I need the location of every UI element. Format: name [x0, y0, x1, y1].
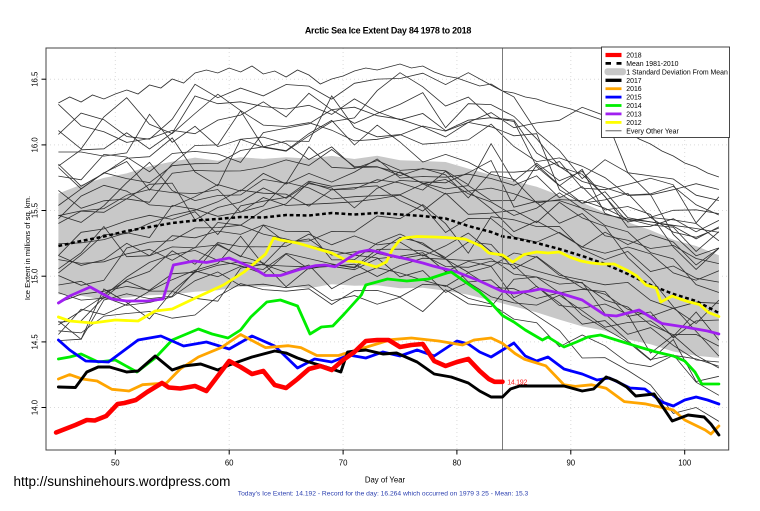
svg-text:Every Other Year: Every Other Year: [626, 128, 679, 135]
svg-text:15.5: 15.5: [31, 202, 40, 218]
svg-text:http://sunshinehours.wordpress: http://sunshinehours.wordpress.com: [14, 474, 231, 489]
svg-text:100: 100: [678, 459, 692, 468]
svg-text:15.0: 15.0: [31, 268, 40, 284]
svg-text:60: 60: [225, 459, 234, 468]
svg-text:2015: 2015: [626, 95, 641, 102]
svg-text:50: 50: [111, 459, 120, 468]
svg-text:Day of Year: Day of Year: [365, 476, 406, 485]
svg-text:2016: 2016: [626, 86, 641, 93]
svg-text:14.192: 14.192: [507, 379, 527, 387]
svg-text:16.5: 16.5: [31, 71, 40, 87]
svg-text:2013: 2013: [626, 111, 641, 118]
svg-text:Arctic Sea Ice Extent Day 84 1: Arctic Sea Ice Extent Day 84 1978 to 201…: [305, 25, 472, 35]
svg-text:Mean 1981-2010: Mean 1981-2010: [626, 61, 678, 68]
svg-text:2017: 2017: [626, 78, 641, 85]
svg-text:16.0: 16.0: [31, 137, 40, 153]
svg-text:70: 70: [339, 459, 348, 468]
svg-text:1 Standard Deviation From Mean: 1 Standard Deviation From Mean: [626, 69, 728, 76]
svg-text:80: 80: [453, 459, 462, 468]
svg-text:Ice Extent in millions of sq.: Ice Extent in millions of sq. km.: [23, 196, 32, 300]
svg-text:2018: 2018: [626, 53, 641, 60]
svg-text:2012: 2012: [626, 120, 641, 127]
svg-text:14.0: 14.0: [31, 399, 40, 415]
svg-text:14.5: 14.5: [31, 334, 40, 350]
svg-text:Today's Ice Extent: 14.192 -: Today's Ice Extent: 14.192 - Record for …: [238, 491, 529, 498]
svg-text:90: 90: [566, 459, 575, 468]
svg-text:2014: 2014: [626, 103, 641, 110]
